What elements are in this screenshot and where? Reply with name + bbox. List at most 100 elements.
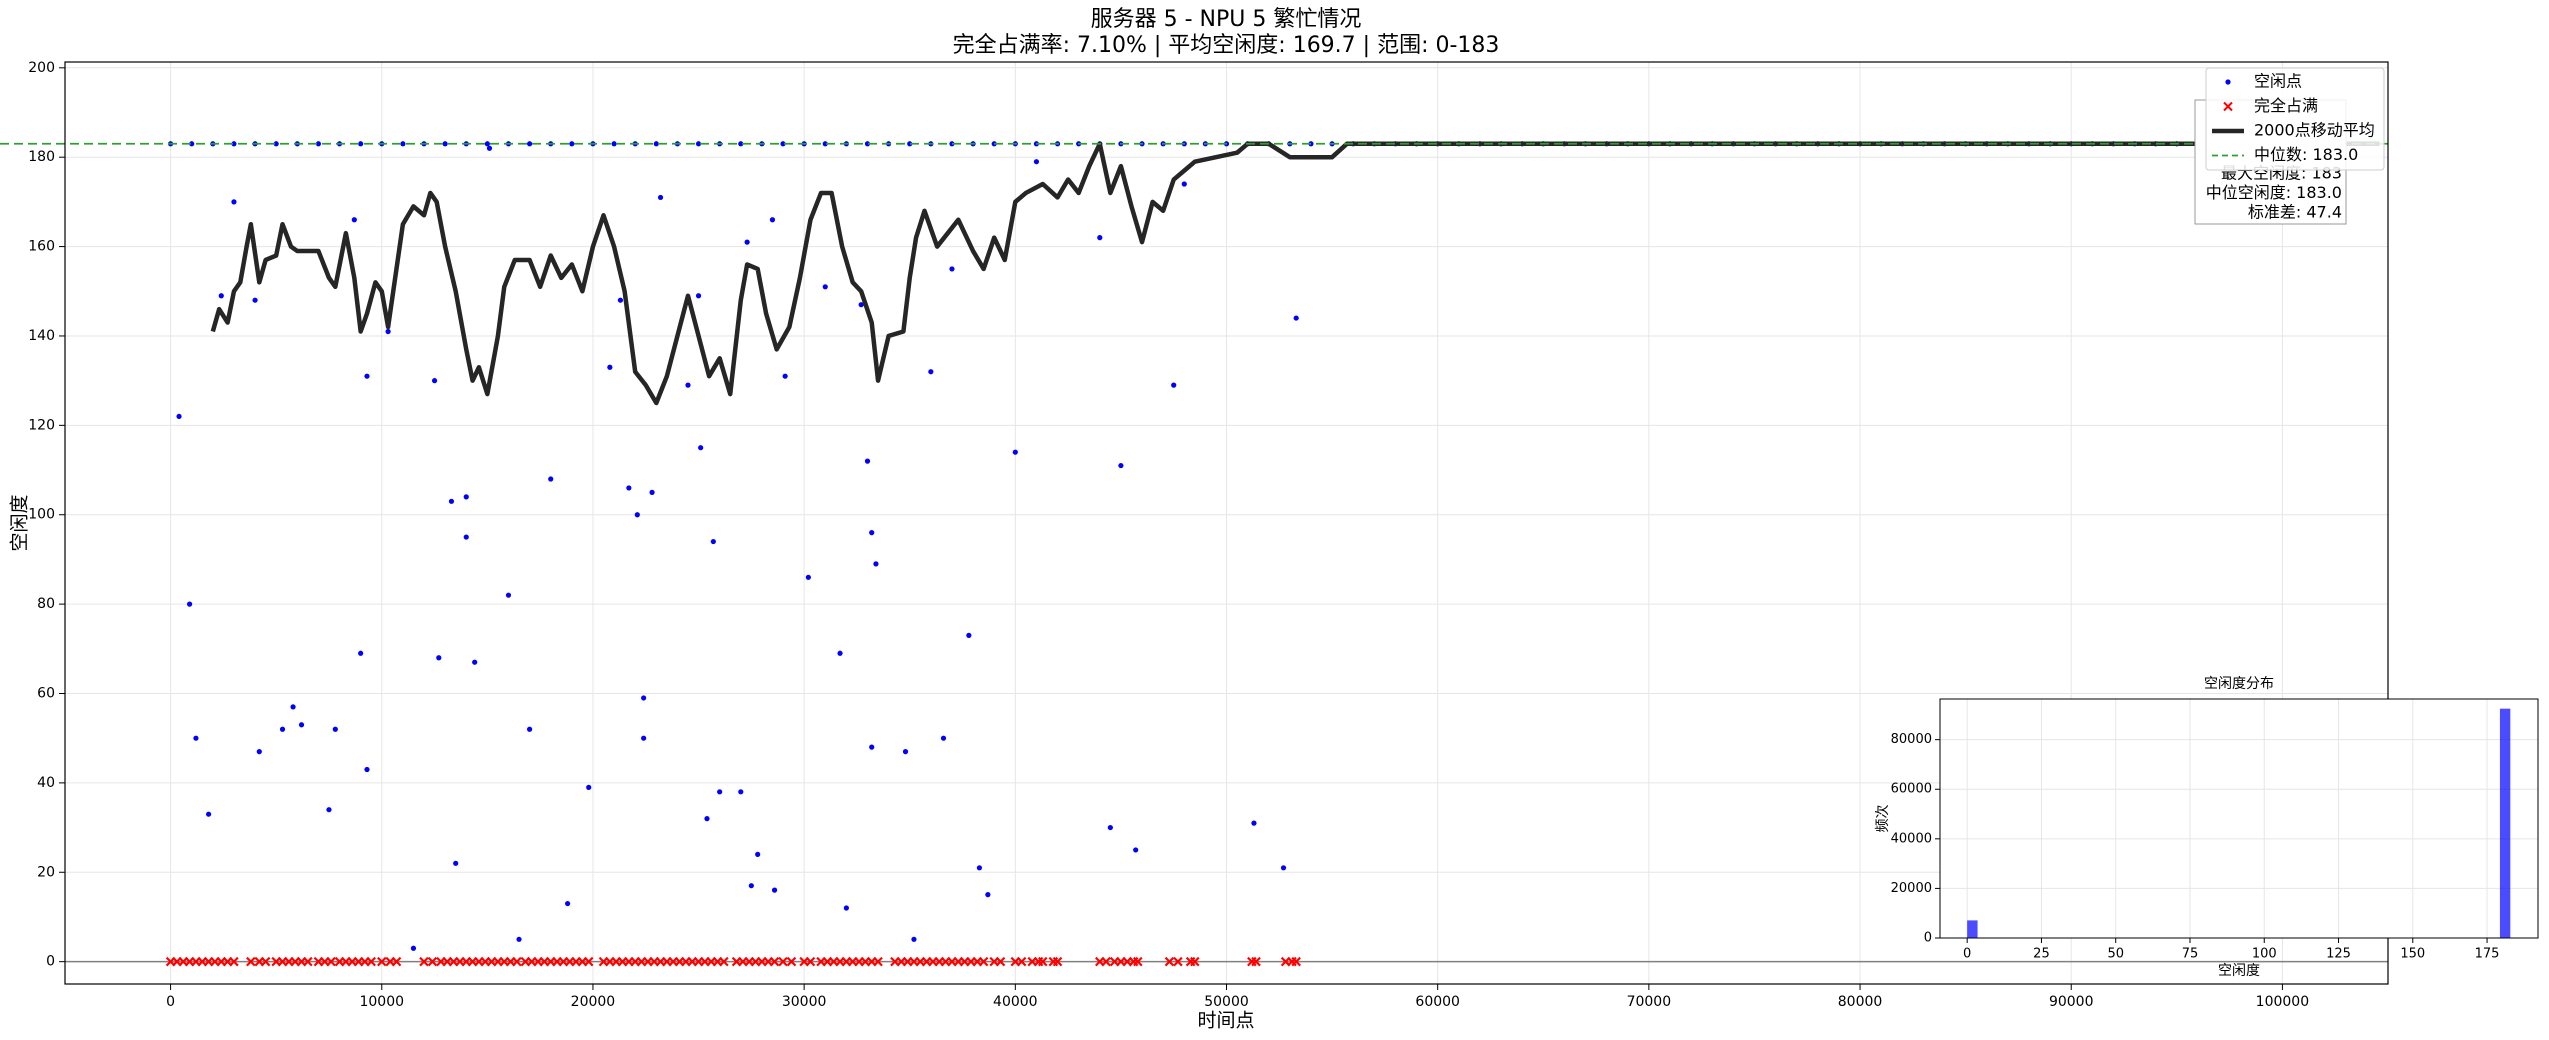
- full-mark: [229, 956, 239, 967]
- idle-point: [442, 141, 448, 147]
- idle-point: [193, 735, 199, 741]
- idle-point: [928, 369, 934, 375]
- idle-point: [273, 141, 279, 147]
- legend-box: [2205, 67, 2385, 171]
- idle-point: [695, 293, 702, 299]
- inset-x-tick-label: 125: [2326, 947, 2351, 962]
- idle-point: [611, 141, 617, 147]
- idle-point: [453, 860, 459, 866]
- full-mark: [1101, 956, 1111, 967]
- full-mark: [995, 956, 1006, 967]
- idle-point: [698, 445, 704, 451]
- idle-point: [769, 217, 776, 223]
- full-mark: [303, 956, 313, 967]
- idle-point: [949, 141, 955, 147]
- inset-area: [1940, 699, 2538, 938]
- idle-point: [782, 373, 788, 379]
- x-tick-label: 90000: [2049, 994, 2094, 1010]
- y-tick-label: 20: [37, 864, 55, 880]
- idle-point: [448, 498, 455, 504]
- idle-point: [949, 266, 955, 272]
- stats-text: 标准差: 47.4: [2248, 203, 2342, 222]
- legend-label: 2000点移动平均: [2254, 121, 2375, 140]
- full-mark: [978, 956, 989, 967]
- idle-point: [780, 141, 786, 147]
- idle-point: [902, 749, 909, 755]
- idle-point: [607, 364, 613, 370]
- x-tick-label: 50000: [1204, 994, 1249, 1010]
- idle-point: [748, 883, 754, 889]
- x-tick-label: 10000: [359, 994, 404, 1010]
- idle-point: [744, 239, 750, 245]
- idle-point: [1107, 824, 1113, 831]
- idle-point: [527, 141, 533, 147]
- full-mark: [769, 956, 780, 967]
- idle-point: [626, 485, 632, 491]
- idle-point: [484, 141, 490, 147]
- idle-point: [940, 735, 947, 741]
- inset-x-tick-label: 150: [2400, 947, 2425, 962]
- full-mark: [1133, 956, 1143, 967]
- chart-title: 服务器 5 - NPU 5 繁忙情况: [1091, 7, 1362, 32]
- inset-x-tick-label: 0: [1963, 947, 1971, 962]
- idle-point: [805, 574, 811, 580]
- idle-point: [326, 807, 332, 813]
- idle-point: [252, 297, 258, 303]
- histogram-bar: [1967, 920, 1978, 938]
- inset-y-tick-label: 0: [1924, 931, 1932, 946]
- idle-point: [822, 284, 828, 290]
- idle-point: [256, 749, 262, 755]
- x-tick-label: 60000: [1415, 994, 1460, 1010]
- full-mark: [1164, 956, 1175, 967]
- idle-point: [364, 373, 370, 379]
- idle-point: [822, 141, 828, 147]
- moving-average-line: [210, 141, 2380, 406]
- inset-y-label: 频次: [1875, 805, 1891, 833]
- idle-point: [505, 592, 512, 598]
- idle-point: [364, 766, 370, 773]
- x-axis-label: 时间点: [1197, 1010, 1254, 1032]
- y-tick-label: 0: [46, 954, 55, 970]
- full-mark: [326, 956, 336, 967]
- idle-point: [1097, 235, 1103, 241]
- chart-subtitle: 完全占满率: 7.10% | 平均空闲度: 169.7 | 范围: 0-183: [953, 33, 1500, 58]
- idle-point: [864, 141, 871, 147]
- idle-point: [976, 865, 983, 871]
- inset-y-tick-label: 60000: [1891, 782, 1932, 797]
- full-mark: [391, 956, 402, 967]
- full-mark: [1037, 956, 1048, 967]
- idle-point: [410, 945, 417, 951]
- x-tick-label: 0: [166, 994, 175, 1010]
- idle-point: [873, 561, 879, 567]
- idle-point: [1181, 181, 1187, 187]
- idle-point: [843, 905, 849, 911]
- idle-point: [653, 141, 659, 147]
- idle-point: [685, 382, 691, 388]
- full-mark: [512, 956, 522, 967]
- idle-point: [1280, 865, 1287, 871]
- x-tick-label: 40000: [993, 994, 1038, 1010]
- idle-point: [431, 378, 438, 384]
- idle-point: [911, 936, 917, 942]
- y-tick-label: 100: [28, 507, 55, 523]
- inset-x-tick-label: 75: [2182, 947, 2199, 962]
- inset-y-tick-label: 20000: [1891, 881, 1932, 896]
- idle-point: [1033, 159, 1040, 165]
- idle-point: [206, 811, 212, 817]
- full-mark: [805, 956, 816, 967]
- full-mark: [1190, 956, 1200, 967]
- idle-point: [985, 892, 991, 898]
- full-mark: [778, 956, 788, 967]
- inset-x-tick-label: 50: [2107, 947, 2124, 962]
- full-mark: [1173, 956, 1183, 967]
- idle-point: [634, 512, 640, 518]
- idle-point: [864, 458, 871, 464]
- y-tick-label: 80: [37, 596, 55, 612]
- full-mark: [1251, 956, 1261, 967]
- idle-point: [332, 726, 338, 732]
- idle-point: [548, 476, 554, 482]
- idle-point: [351, 217, 357, 223]
- idle-point: [358, 141, 364, 147]
- idle-point: [1012, 449, 1018, 455]
- inset-title: 空闲度分布: [2204, 676, 2274, 692]
